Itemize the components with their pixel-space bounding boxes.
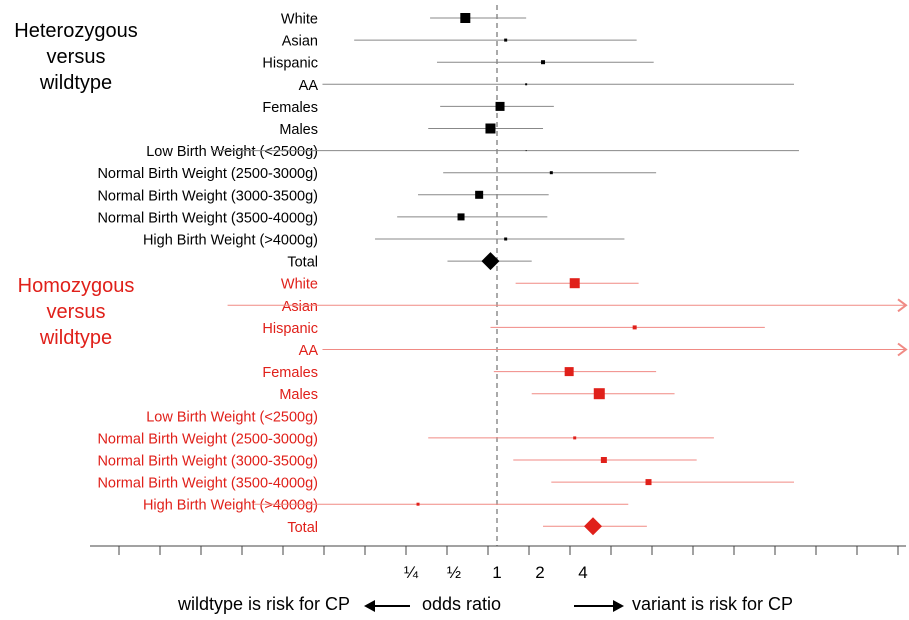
group-label-heterozygous: Heterozygous versus wildtype bbox=[6, 18, 146, 96]
footer: wildtype is risk for CP odds ratio varia… bbox=[0, 594, 909, 620]
group-label-line: versus bbox=[46, 46, 106, 68]
group-label-line: Homozygous bbox=[17, 275, 135, 297]
row-label: High Birth Weight (>4000g) bbox=[143, 498, 318, 514]
x-tick-label: ½ bbox=[447, 563, 461, 582]
group-label-line: Heterozygous bbox=[14, 20, 138, 42]
row-label: Low Birth Weight (<2500g) bbox=[146, 144, 318, 160]
row-label: Males bbox=[279, 387, 318, 403]
row-label: Asian bbox=[282, 299, 318, 315]
rows: White Asian Hispanic AA Females Males Low Birt… bbox=[97, 12, 908, 536]
row-label: Hispanic bbox=[262, 56, 318, 72]
row-label: AA bbox=[299, 78, 319, 94]
point-estimate bbox=[549, 171, 553, 175]
row-label: Normal Birth Weight (3500-4000g) bbox=[97, 476, 318, 492]
point-estimate bbox=[495, 101, 505, 111]
pooled-estimate-diamond bbox=[481, 252, 500, 271]
row-label: AA bbox=[299, 343, 319, 359]
group-label-line: versus bbox=[46, 301, 106, 323]
row-label: Females bbox=[262, 100, 318, 116]
row-label: White bbox=[281, 12, 318, 28]
point-estimate bbox=[573, 436, 577, 440]
row-label: Normal Birth Weight (2500-3000g) bbox=[97, 431, 318, 447]
row-label: Total bbox=[287, 255, 318, 271]
group-label-line: wildtype bbox=[39, 72, 113, 94]
axis-title: odds ratio bbox=[422, 594, 502, 614]
row-label: Normal Birth Weight (2500-3000g) bbox=[97, 166, 318, 182]
footer-right-text: variant is risk for CP bbox=[632, 594, 794, 614]
point-estimate bbox=[485, 123, 496, 134]
point-estimate bbox=[504, 237, 508, 241]
row-label: White bbox=[281, 277, 318, 293]
group-label-homozygous: Homozygous versus wildtype bbox=[6, 273, 146, 351]
x-tick-label: ¼ bbox=[404, 563, 419, 582]
ci-arrow-icon bbox=[897, 298, 908, 313]
arrow-left-icon bbox=[364, 600, 410, 612]
row-label: Total bbox=[287, 520, 318, 536]
point-estimate bbox=[525, 150, 527, 152]
point-estimate bbox=[457, 213, 465, 221]
row-label: Males bbox=[279, 122, 318, 138]
row-label: Low Birth Weight (<2500g) bbox=[146, 409, 318, 425]
x-tick-label: 4 bbox=[578, 563, 587, 582]
point-estimate bbox=[600, 457, 607, 463]
pooled-estimate-diamond bbox=[584, 517, 603, 536]
footer-left-text: wildtype is risk for CP bbox=[178, 594, 351, 614]
x-axis: ¼ ½ 1 2 4 bbox=[90, 545, 906, 582]
point-estimate bbox=[593, 388, 605, 400]
point-estimate bbox=[504, 38, 508, 42]
group-label-line: wildtype bbox=[39, 327, 113, 349]
arrow-right-icon bbox=[574, 600, 624, 612]
ci-arrow-icon bbox=[897, 342, 908, 357]
point-estimate bbox=[632, 325, 637, 330]
x-tick-label: 1 bbox=[492, 563, 501, 582]
row-label: Females bbox=[262, 365, 318, 381]
point-estimate bbox=[460, 13, 471, 23]
point-estimate bbox=[564, 367, 574, 377]
row-label: Normal Birth Weight (3000-3500g) bbox=[97, 188, 318, 204]
row-label: Hispanic bbox=[262, 321, 318, 337]
point-estimate bbox=[645, 479, 652, 486]
point-estimate bbox=[416, 502, 420, 506]
point-estimate bbox=[525, 83, 528, 86]
row-label: Asian bbox=[282, 34, 318, 50]
point-estimate bbox=[541, 60, 546, 65]
row-label: Normal Birth Weight (3000-3500g) bbox=[97, 454, 318, 470]
point-estimate bbox=[569, 278, 580, 289]
x-tick-label: 2 bbox=[535, 563, 544, 582]
row-label: Normal Birth Weight (3500-4000g) bbox=[97, 210, 318, 226]
point-estimate bbox=[475, 190, 484, 199]
row-label: High Birth Weight (>4000g) bbox=[143, 233, 318, 249]
